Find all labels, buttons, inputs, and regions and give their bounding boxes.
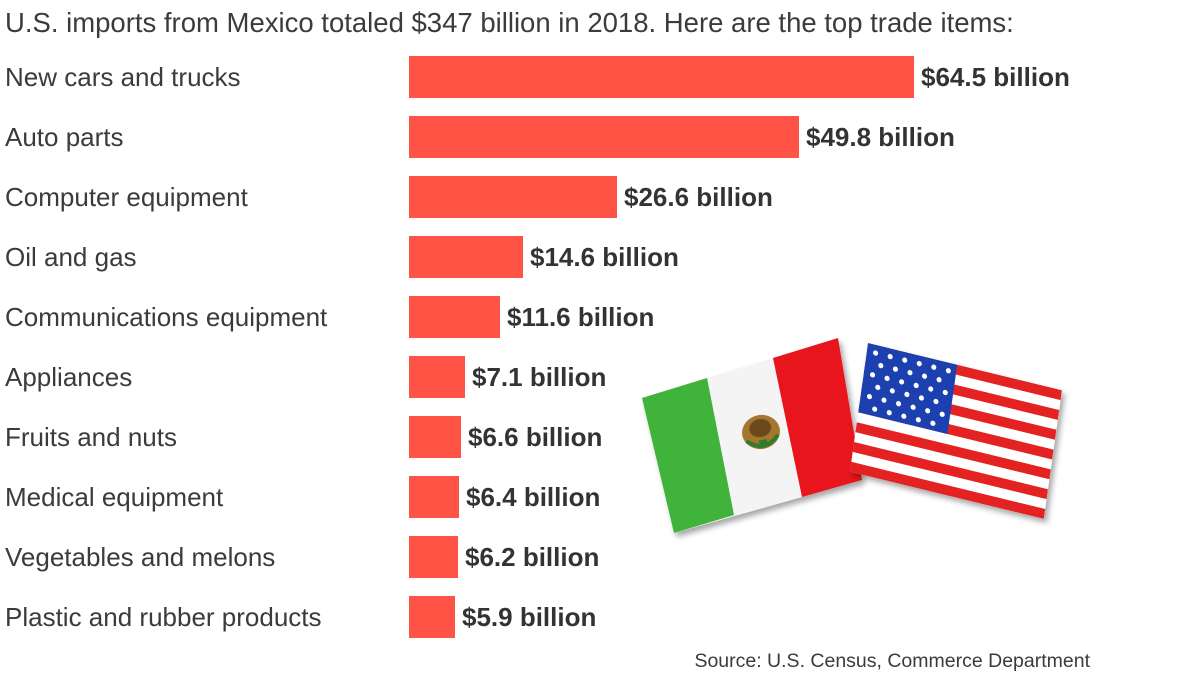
bar — [409, 476, 459, 518]
category-label: Appliances — [5, 362, 133, 392]
value-label: $6.4 billion — [466, 482, 601, 512]
category-label: Vegetables and melons — [5, 542, 276, 572]
usa-flag-icon — [849, 343, 1063, 519]
bar — [409, 416, 461, 458]
bar — [409, 296, 500, 338]
bar-row: Appliances $7.1 billion — [0, 355, 1202, 399]
bar-row: Fruits and nuts $6.6 billion — [0, 415, 1202, 459]
value-label: $7.1 billion — [472, 362, 607, 392]
category-label: Fruits and nuts — [5, 422, 177, 452]
mexico-flag-icon — [642, 338, 862, 533]
value-label: $26.6 billion — [624, 182, 773, 212]
bar — [409, 596, 455, 638]
value-label: $5.9 billion — [462, 602, 597, 632]
bar — [409, 356, 465, 398]
value-label: $6.2 billion — [465, 542, 600, 572]
category-label: Auto parts — [5, 122, 124, 152]
category-label: Oil and gas — [5, 242, 137, 272]
bar-row: Auto parts $49.8 billion — [0, 115, 1202, 159]
bar — [409, 236, 523, 278]
bar — [409, 56, 914, 98]
category-label: Computer equipment — [5, 182, 248, 212]
bar — [409, 536, 458, 578]
bar — [409, 176, 617, 218]
flags-illustration — [642, 338, 1063, 533]
source-note: Source: U.S. Census, Commerce Department — [694, 650, 1090, 672]
value-label: $6.6 billion — [468, 422, 603, 452]
value-label: $49.8 billion — [806, 122, 955, 152]
bar-row: Vegetables and melons $6.2 billion — [0, 535, 1202, 579]
value-label: $64.5 billion — [921, 62, 1070, 92]
value-label: $14.6 billion — [530, 242, 679, 272]
bar-row: Plastic and rubber products $5.9 billion — [0, 595, 1202, 639]
category-label: Plastic and rubber products — [5, 602, 322, 632]
bar-row: New cars and trucks $64.5 billion — [0, 55, 1202, 99]
bar — [409, 116, 799, 158]
bar-row: Oil and gas $14.6 billion — [0, 235, 1202, 279]
bar-row: Communications equipment $11.6 billion — [0, 295, 1202, 339]
category-label: Communications equipment — [5, 302, 328, 332]
chart-title: U.S. imports from Mexico totaled $347 bi… — [5, 7, 1014, 38]
bar-row: Computer equipment $26.6 billion — [0, 175, 1202, 219]
bar-row: Medical equipment $6.4 billion — [0, 475, 1202, 519]
category-label: Medical equipment — [5, 482, 224, 512]
category-label: New cars and trucks — [5, 62, 241, 92]
value-label: $11.6 billion — [507, 302, 655, 332]
